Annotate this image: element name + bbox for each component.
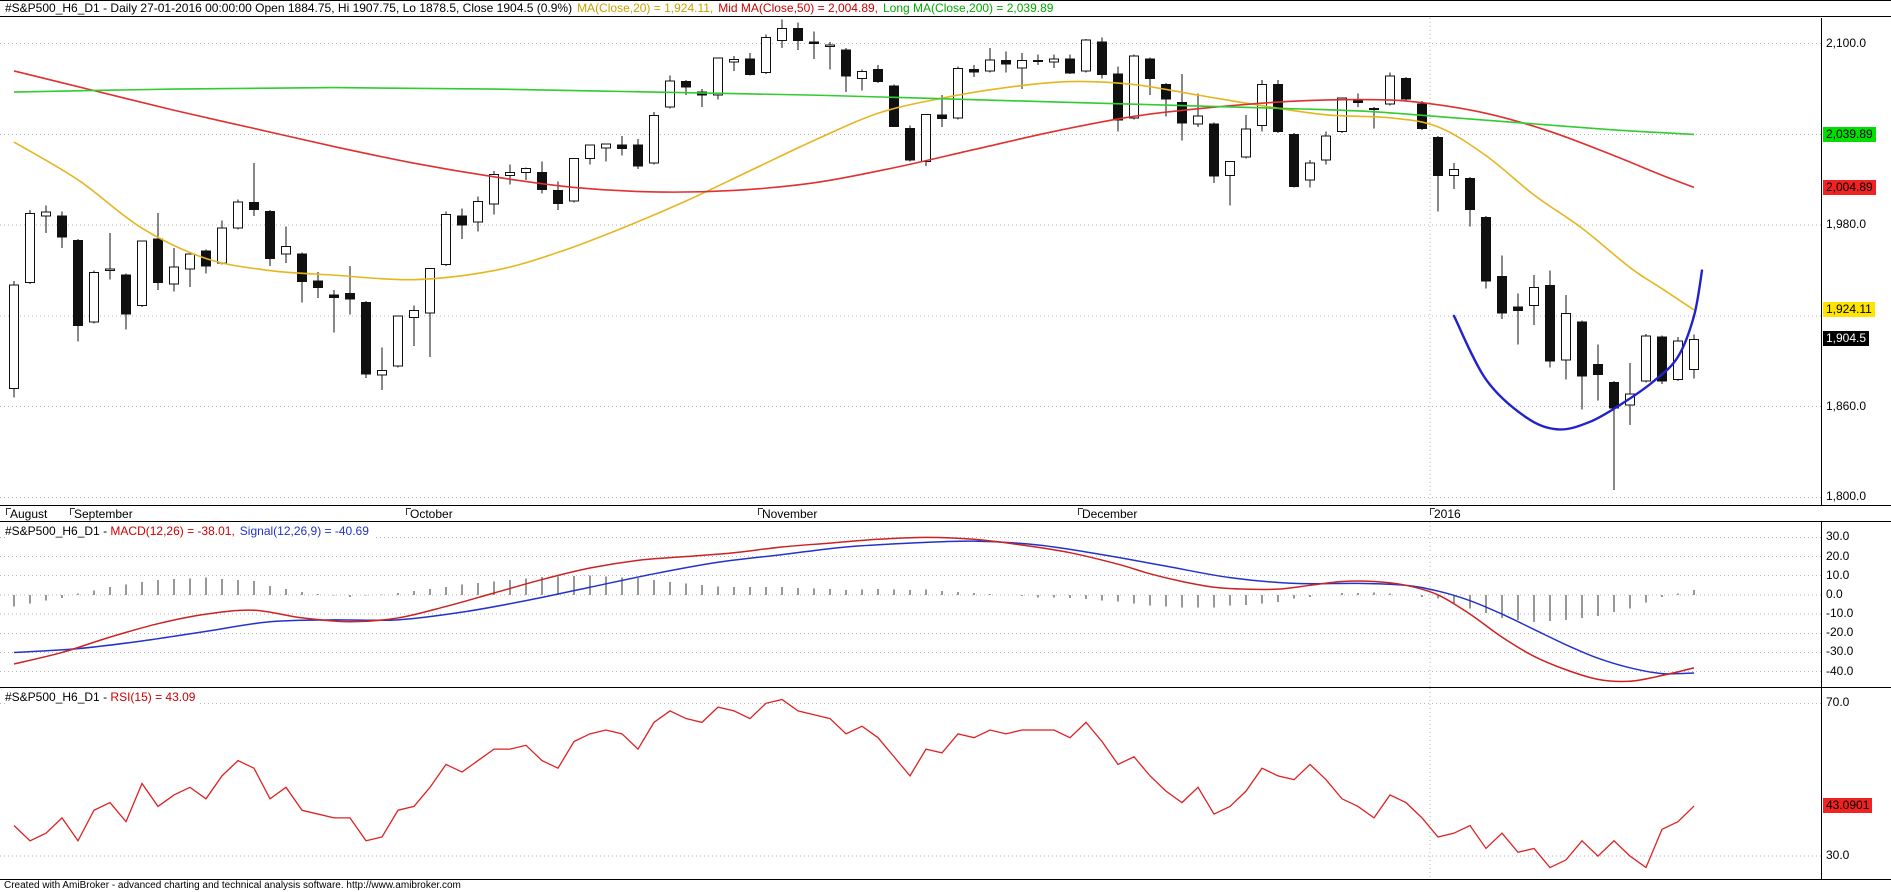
ma20-line: [13, 80, 1695, 311]
price-axis-label: 1,800.0: [1826, 489, 1867, 504]
price-value-marker: 1,924.11: [1823, 301, 1875, 317]
rsi-axis-label: 70.0: [1826, 695, 1850, 710]
month-tick: [1430, 508, 1435, 515]
time-axis-label: 2016: [1434, 507, 1461, 521]
rsi-value-marker: 43.0901: [1823, 798, 1873, 814]
macd-axis-label: 20.0: [1826, 548, 1850, 563]
rsi-title-prefix: #S&P500_H6_D1 -: [5, 690, 111, 704]
month-tick: [6, 508, 11, 515]
price-pane: #S&P500_H6_D1 - Daily 27-01-2016 00:00:0…: [0, 0, 1891, 505]
month-tick: [758, 508, 763, 515]
price-title-text: #S&P500_H6_D1 - Daily 27-01-2016 00:00:0…: [5, 1, 573, 15]
status-bar: Created with AmiBroker - advanced charti…: [0, 879, 1891, 892]
macd-histogram: [13, 575, 1695, 622]
time-axis-label: September: [74, 507, 133, 521]
price-value-marker: 2,039.89: [1823, 126, 1876, 142]
time-axis-label: November: [762, 507, 818, 521]
macd-axis-label: -10.0: [1826, 606, 1854, 621]
rsi-chart[interactable]: [0, 688, 1822, 879]
macd-axis-label: -30.0: [1826, 644, 1854, 659]
macd-legend: MACD(12,26) = -38.01,: [110, 524, 235, 538]
candlesticks: [9, 19, 1699, 490]
ma50-line: [13, 70, 1695, 193]
price-chart[interactable]: [0, 1, 1822, 505]
macd-axis-label: -20.0: [1826, 625, 1854, 640]
macd-axis-label: -40.0: [1826, 663, 1854, 678]
signal-legend: Signal(12,26,9) = -40.69: [239, 524, 369, 538]
time-axis-label: October: [410, 507, 453, 521]
rsi-pane-title: #S&P500_H6_D1 - RSI(15) = 43.09: [5, 690, 200, 704]
ma200-legend: Long MA(Close,200) = 2,039.89: [883, 1, 1054, 15]
rsi-axis[interactable]: 70.0 30.0 43.0901: [1823, 688, 1891, 879]
ma200-line: [13, 86, 1695, 136]
time-axis-label: December: [1082, 507, 1138, 521]
macd-pane-title: #S&P500_H6_D1 - MACD(12,26) = -38.01, Sig…: [5, 524, 373, 538]
month-tick: [1078, 508, 1083, 515]
month-tick: [70, 508, 75, 515]
month-tick: [406, 508, 411, 515]
time-axis[interactable]: August September October November December 20…: [0, 505, 1891, 522]
ma50-legend: Mid MA(Close,50) = 2,004.89,: [718, 1, 878, 15]
macd-pane: #S&P500_H6_D1 - MACD(12,26) = -38.01, Sig…: [0, 522, 1891, 687]
macd-axis[interactable]: 30.0 20.0 10.0 0.0 -10.0 -20.0 -30.0 -40.0: [1823, 522, 1891, 687]
rsi-legend: RSI(15) = 43.09: [110, 690, 196, 704]
price-value-marker: 1,904.5: [1823, 331, 1870, 347]
status-bar-text: Created with AmiBroker - advanced charti…: [4, 880, 461, 891]
price-axis-label: 1,860.0: [1826, 398, 1867, 413]
price-gridlines: [0, 18, 1822, 505]
ma20-legend: MA(Close,20) = 1,924.11,: [577, 1, 714, 15]
macd-chart[interactable]: [0, 522, 1822, 687]
price-axis-label: 2,100.0: [1826, 35, 1867, 50]
macd-line: [13, 536, 1695, 683]
price-axis[interactable]: 2,100.0 1,980.0 1,860.0 1,800.0 2,039.89 2,00…: [1823, 1, 1891, 505]
rsi-axis-label: 30.0: [1826, 848, 1850, 863]
cup-curve[interactable]: [1452, 269, 1704, 431]
macd-title-prefix: #S&P500_H6_D1 -: [5, 524, 111, 538]
price-pane-title: #S&P500_H6_D1 - Daily 27-01-2016 00:00:0…: [0, 1, 1891, 17]
macd-axis-label: 0.0: [1826, 586, 1843, 601]
rsi-pane: #S&P500_H6_D1 - RSI(15) = 43.09 70.0 30.0…: [0, 687, 1891, 879]
rsi-gridlines: [0, 688, 1822, 879]
signal-line: [13, 540, 1695, 675]
macd-axis-label: 30.0: [1826, 529, 1850, 544]
rsi-line: [13, 698, 1695, 869]
macd-axis-label: 10.0: [1826, 567, 1850, 582]
price-value-marker: 2,004.89: [1823, 179, 1876, 195]
price-axis-label: 1,980.0: [1826, 217, 1867, 232]
time-axis-label: August: [10, 507, 48, 521]
